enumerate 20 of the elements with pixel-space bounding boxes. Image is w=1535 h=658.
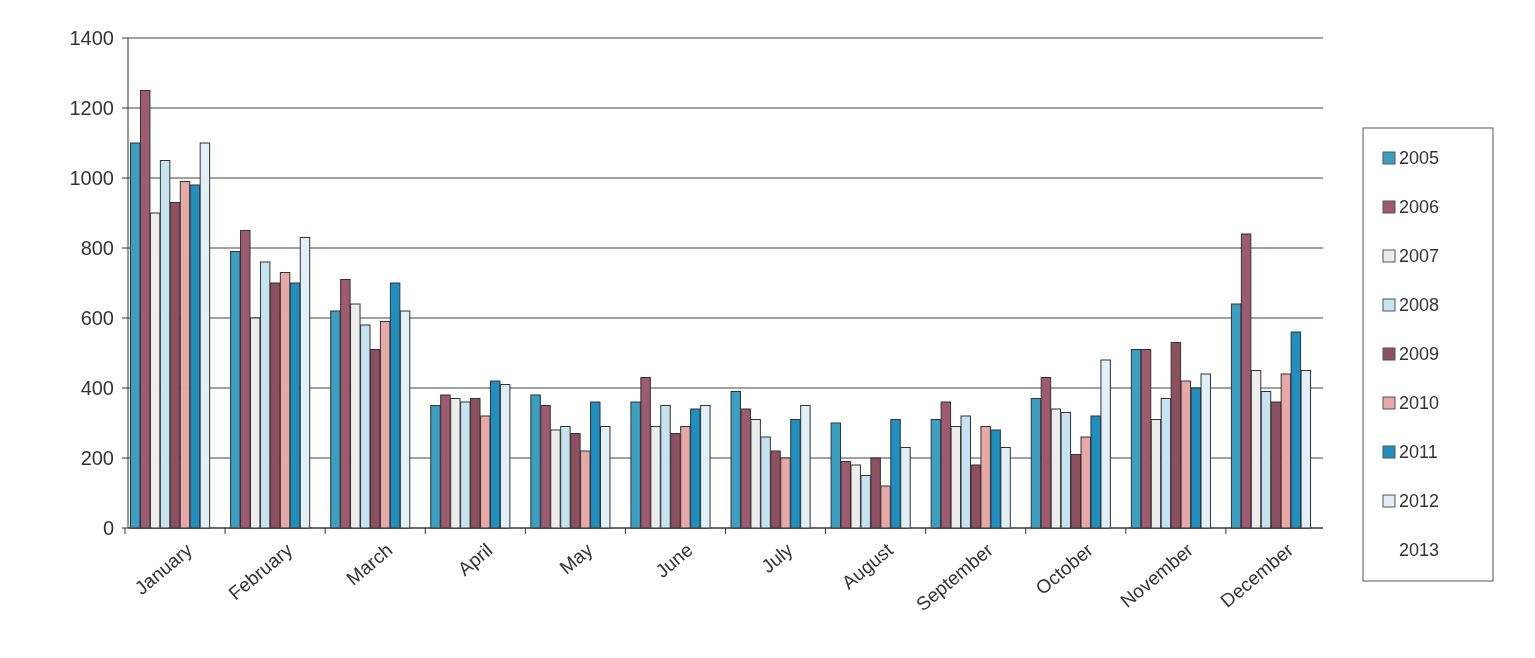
legend-label: 2011 [1399,442,1438,463]
y-tick-label: 1000 [69,167,114,189]
y-tick-label: 200 [80,447,114,469]
y-tick-label: 1400 [69,27,114,49]
x-tick-label: June [651,539,697,582]
legend-label: 2010 [1399,393,1440,414]
legend-label: 2007 [1399,246,1440,267]
legend-label: 2012 [1399,491,1440,512]
legend-label: 2009 [1399,344,1440,365]
legend-label: 2006 [1399,197,1440,218]
y-tick-label: 800 [80,237,114,259]
x-tick-label: July [757,538,798,577]
y-tick-label: 1200 [69,97,114,119]
y-tick-label: 400 [80,377,114,399]
y-tick-label: 0 [102,517,114,539]
y-tick-label: 600 [80,307,114,329]
text: 2013 [1399,540,1440,561]
legend-label: 2005 [1399,148,1440,169]
x-tick-label: May [555,538,597,579]
legend-label: 2008 [1399,295,1440,316]
